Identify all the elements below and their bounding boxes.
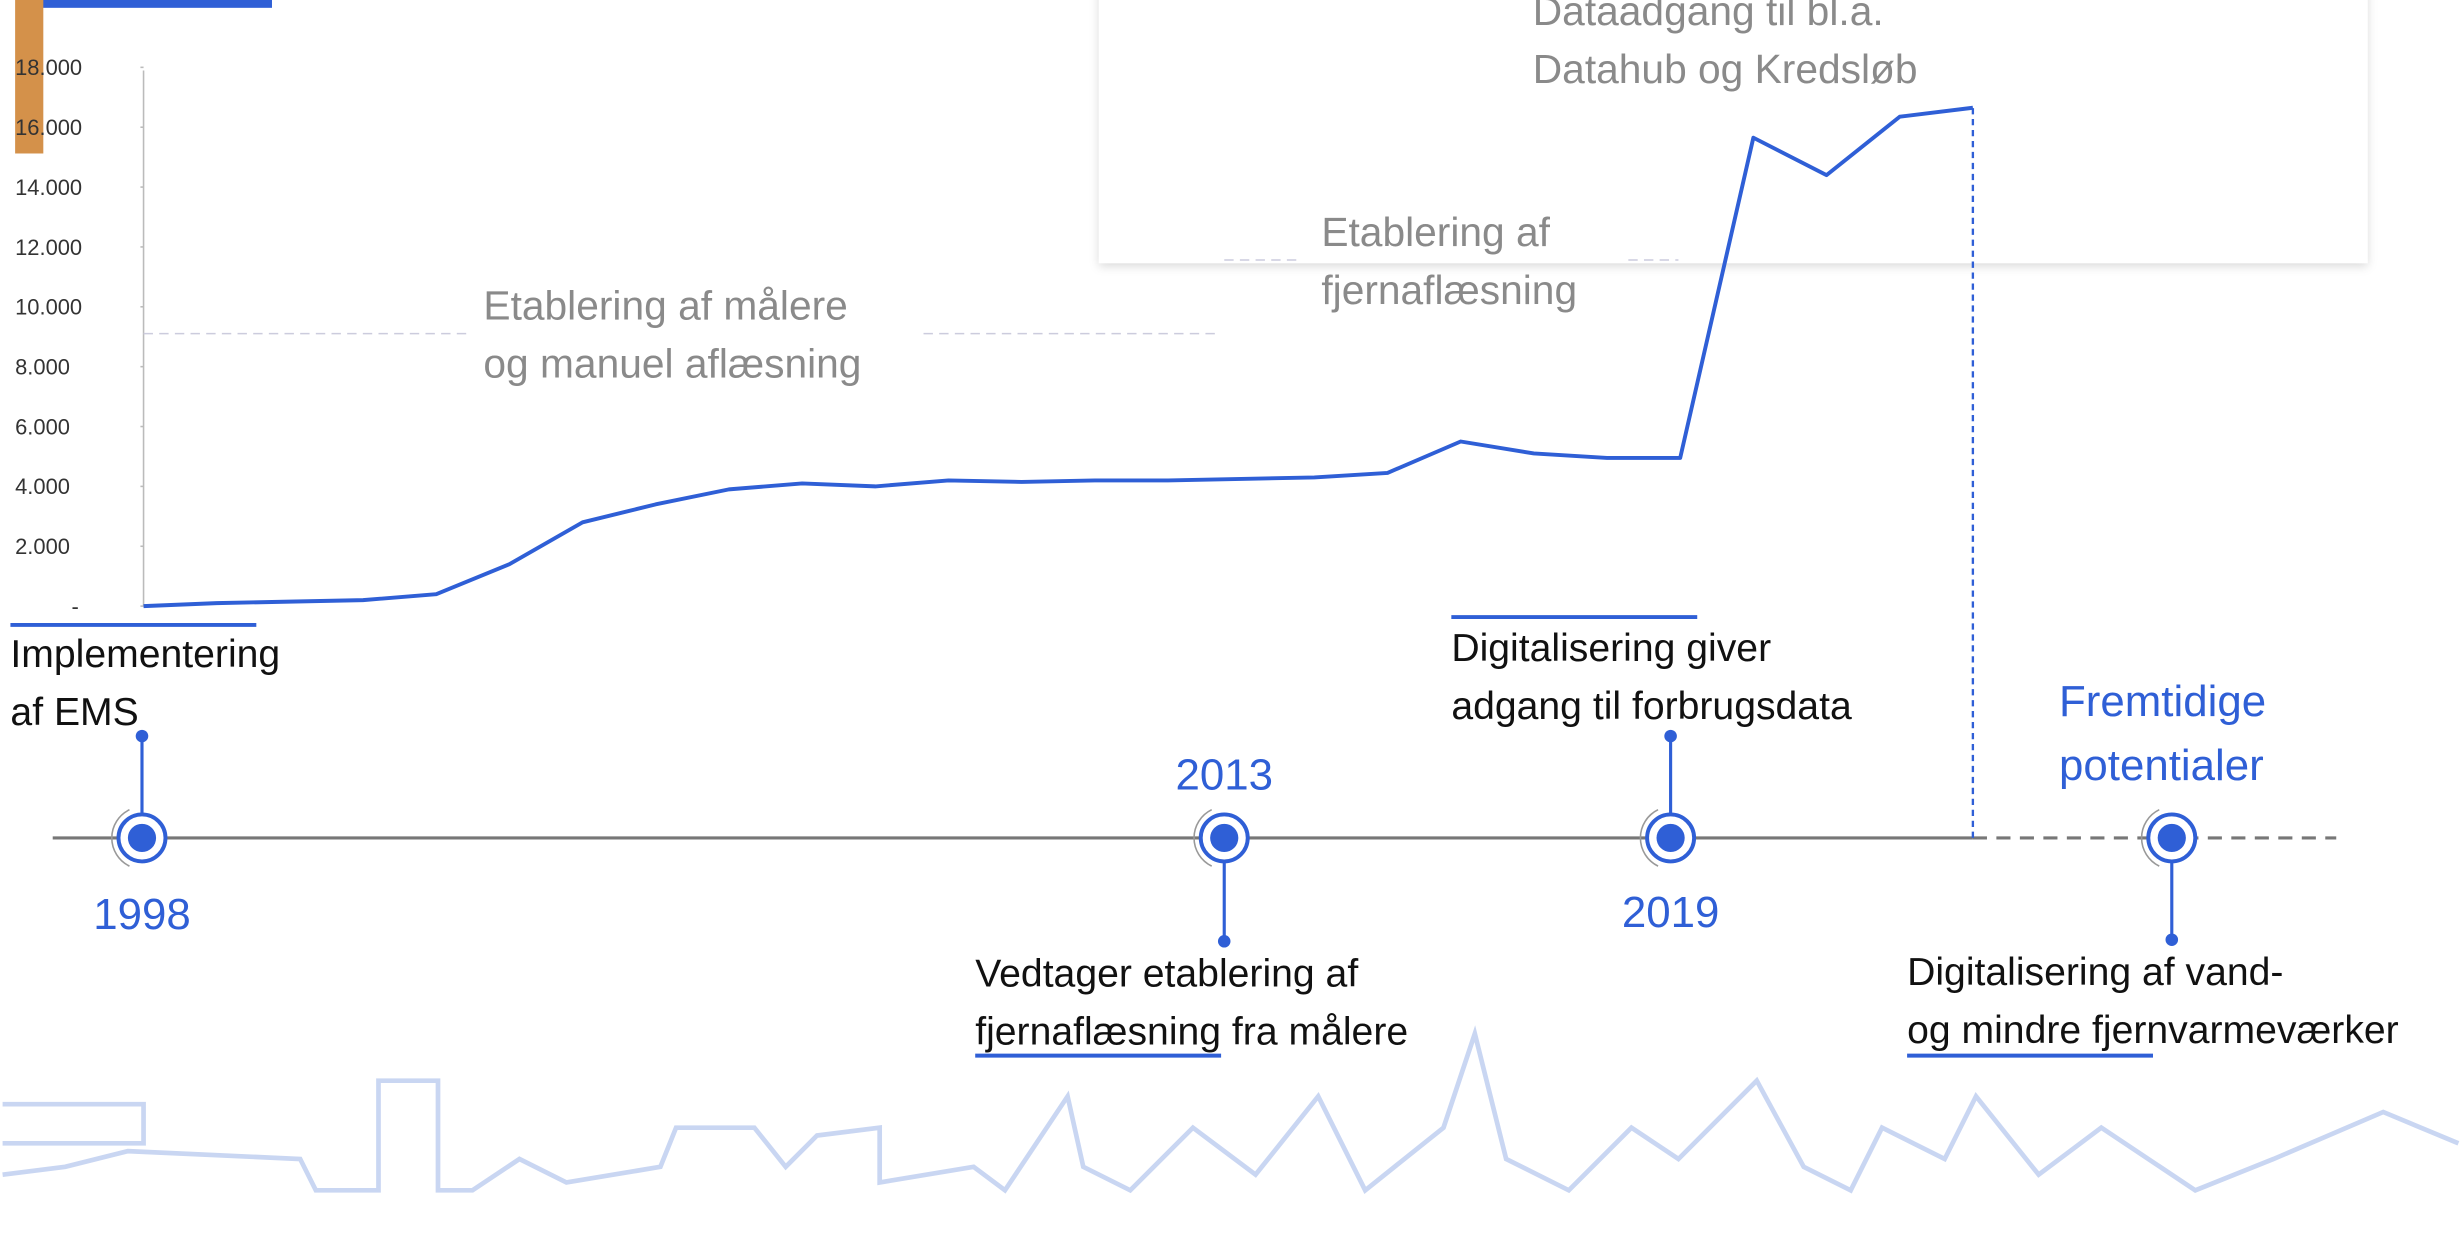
annotation: Etablering af [1321, 209, 1550, 255]
annotation: Datahub og Kredsløb [1533, 46, 1918, 92]
milestone-text: adgang til forbrugsdata [1451, 685, 1852, 728]
y-tick-label: 4.000 [15, 474, 70, 499]
accent-block [15, 0, 44, 154]
accent-bar [26, 0, 272, 8]
annotation: Etablering af målere [483, 283, 847, 329]
skyline [2, 1025, 2460, 1194]
annotation-rules [143, 259, 1679, 335]
year-label: 2019 [1622, 888, 1720, 937]
stem-dot [1664, 729, 1677, 743]
annotation: fjernaflæsning [1321, 267, 1577, 313]
y-tick-label: - [72, 594, 79, 619]
milestone-text: Vedtager etablering af [975, 953, 1358, 996]
y-tick-label: 10.000 [15, 295, 82, 320]
y-tick-label: 8.000 [15, 354, 70, 379]
stem-dot [2165, 933, 2179, 946]
annotation: og manuel aflæsning [483, 340, 861, 386]
marker-arc [2140, 809, 2160, 867]
milestone-text: og mindre fjernvarmeværker [1907, 1009, 2399, 1052]
milestone-text: af EMS [10, 691, 138, 734]
marker [1656, 823, 1685, 853]
data-line [143, 105, 1974, 609]
milestone-text: Digitalisering af vand- [1907, 951, 2283, 994]
stem-dot [1217, 935, 1231, 948]
milestone-text: Digitalisering giver [1451, 627, 1771, 670]
y-tick-label: 2.000 [15, 534, 70, 559]
y-tick-label: 16.000 [15, 115, 82, 140]
year-label: Fremtidige [2059, 677, 2266, 726]
y-tick-label: 18.000 [15, 55, 82, 80]
year-label: potentialer [2059, 741, 2264, 790]
milestone-text: Implementering [10, 633, 280, 676]
stem-dot [135, 729, 149, 743]
y-tick-label: 12.000 [15, 235, 82, 260]
year-label: 1998 [93, 890, 191, 939]
y-tick-label: 6.000 [15, 414, 70, 439]
marker [127, 823, 157, 853]
milestone-text: fjernaflæsning fra målere [975, 1011, 1408, 1054]
y-tick-label: 14.000 [15, 175, 82, 200]
year-label: 2013 [1175, 750, 1273, 799]
marker-arc [1639, 809, 1659, 867]
marker-arc [111, 809, 130, 867]
marker-arc [1193, 809, 1213, 867]
marker [2157, 823, 2186, 853]
annotation: Dataadgang til bl.a. [1533, 0, 1884, 34]
marker [1210, 823, 1239, 853]
